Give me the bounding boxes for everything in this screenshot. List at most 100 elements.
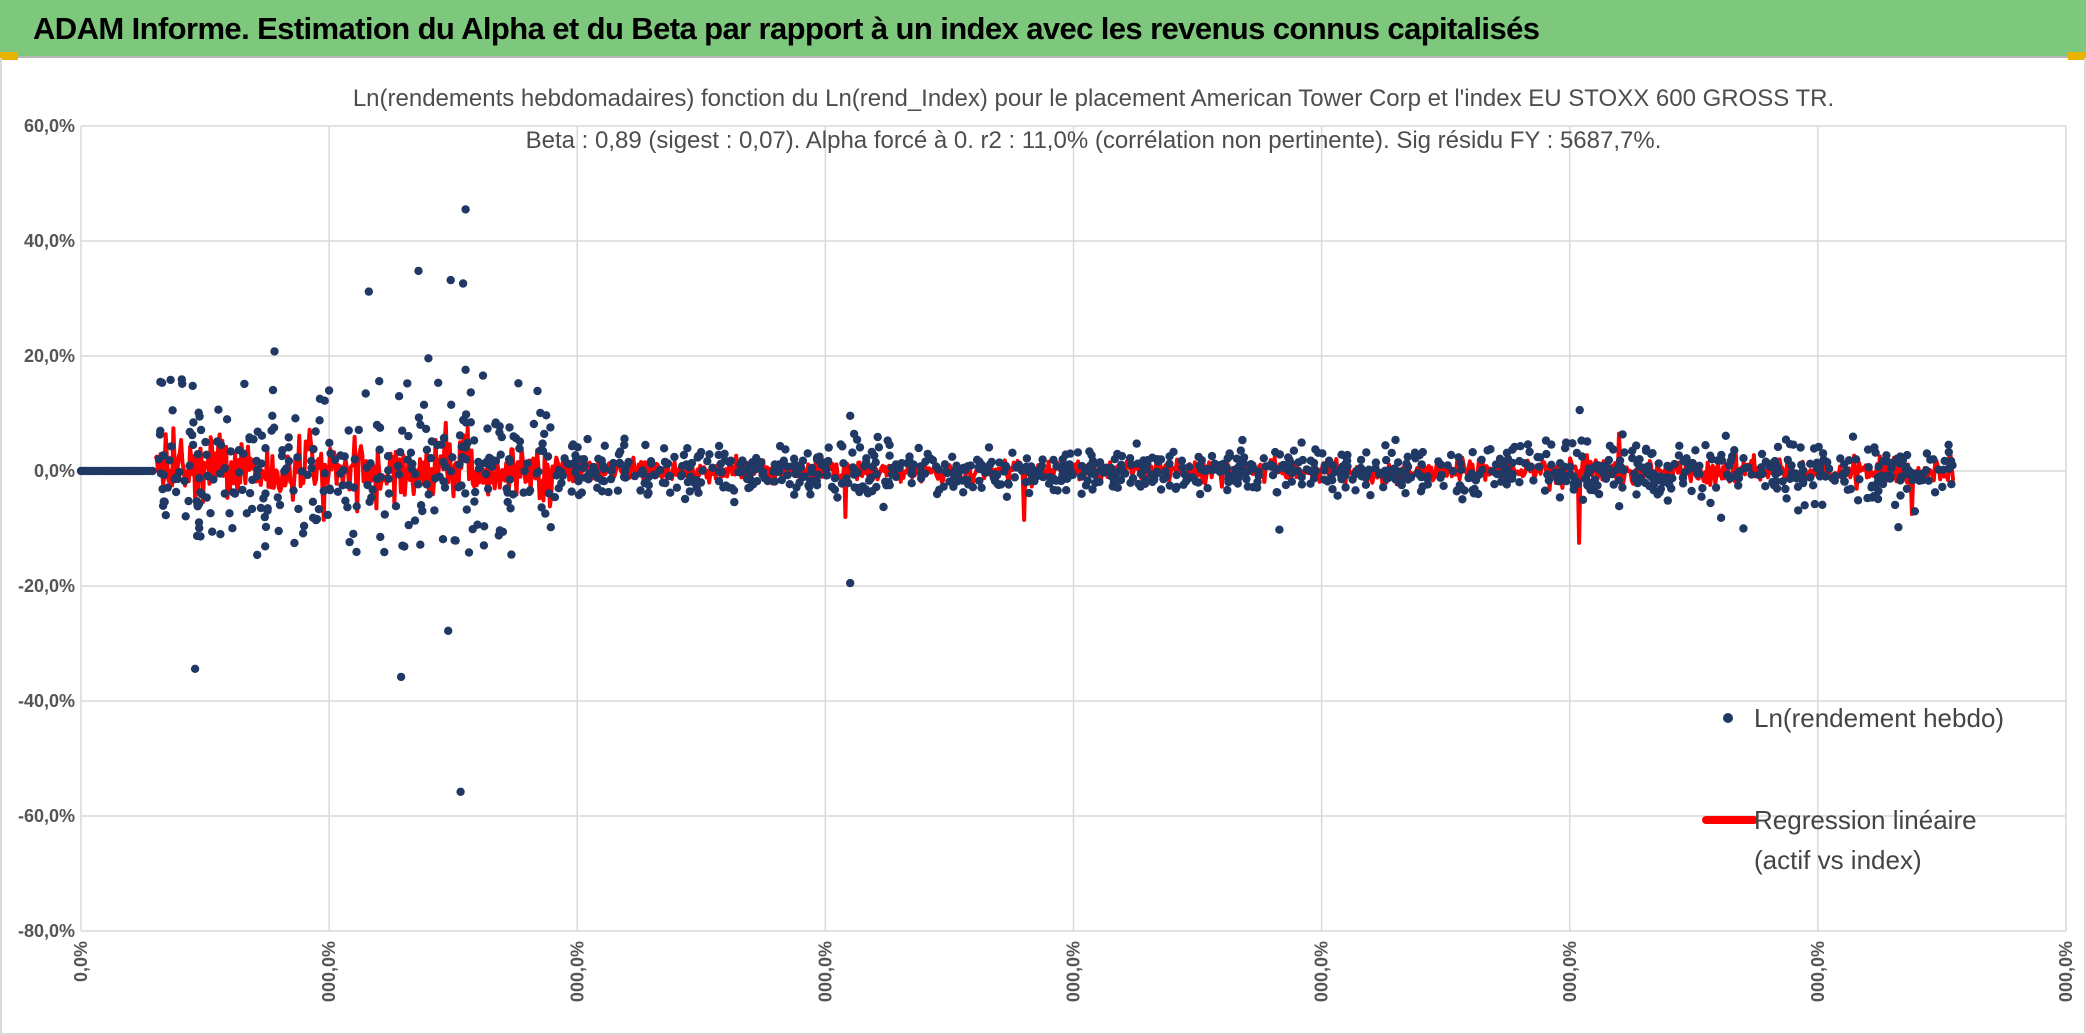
scatter-point bbox=[860, 462, 869, 471]
scatter-point bbox=[1687, 486, 1696, 496]
scatter-point bbox=[1575, 405, 1584, 415]
scatter-point bbox=[705, 450, 714, 459]
scatter-point bbox=[1328, 476, 1337, 485]
scatter-point bbox=[1064, 472, 1073, 481]
scatter-point bbox=[454, 483, 463, 492]
scatter-point bbox=[1839, 469, 1848, 479]
scatter-point bbox=[1243, 467, 1253, 476]
scatter-point bbox=[1647, 473, 1657, 482]
scatter-point bbox=[215, 469, 225, 478]
scatter-point bbox=[165, 456, 174, 465]
scatter-point bbox=[1446, 450, 1456, 460]
scatter-point bbox=[567, 487, 576, 496]
scatter-point bbox=[507, 550, 516, 559]
scatter-point bbox=[763, 476, 772, 486]
scatter-point bbox=[350, 455, 359, 464]
scatter-point bbox=[393, 461, 403, 471]
scatter-point bbox=[615, 458, 624, 467]
scatter-point bbox=[345, 537, 354, 547]
scatter-point bbox=[404, 520, 413, 530]
scatter-point bbox=[1814, 442, 1823, 452]
scatter-point bbox=[1125, 454, 1135, 463]
scatter-point bbox=[253, 550, 262, 560]
scatter-point bbox=[426, 453, 435, 463]
scatter-point bbox=[975, 476, 984, 486]
y-tick-label: 40,0% bbox=[24, 231, 75, 251]
scatter-point bbox=[1008, 448, 1017, 457]
scatter-point bbox=[1356, 455, 1366, 465]
scatter-point bbox=[529, 419, 539, 429]
scatter-point bbox=[469, 436, 479, 445]
scatter-point bbox=[1668, 474, 1677, 483]
scatter-point bbox=[1397, 480, 1407, 490]
scatter-point bbox=[447, 400, 456, 409]
scatter-point bbox=[444, 626, 453, 635]
scatter-point bbox=[196, 425, 206, 435]
scatter-point bbox=[1744, 463, 1753, 472]
scatter-point bbox=[620, 440, 629, 450]
scatter-point bbox=[298, 529, 308, 538]
scatter-point bbox=[1806, 459, 1815, 468]
scatter-point bbox=[1275, 525, 1284, 534]
scatter-point bbox=[1088, 485, 1097, 494]
y-tick-label: -80,0% bbox=[18, 921, 75, 941]
scatter-point bbox=[656, 465, 665, 475]
scatter-point bbox=[414, 480, 423, 489]
y-tick-label: -60,0% bbox=[18, 806, 75, 826]
scatter-point bbox=[1132, 439, 1141, 448]
scatter-point bbox=[1110, 455, 1120, 464]
scatter-point bbox=[1947, 480, 1956, 489]
scatter-point bbox=[383, 452, 393, 461]
scatter-point bbox=[685, 487, 694, 496]
scatter-point bbox=[189, 418, 198, 427]
scatter-point bbox=[375, 377, 384, 386]
scatter-point bbox=[921, 457, 930, 466]
scatter-point bbox=[1022, 454, 1032, 463]
scatter-point bbox=[1128, 474, 1138, 483]
scatter-point bbox=[320, 469, 329, 478]
scatter-point bbox=[1761, 482, 1770, 491]
scatter-point bbox=[470, 497, 479, 506]
scatter-point bbox=[1922, 449, 1932, 458]
scatter-point bbox=[479, 541, 489, 550]
scatter-point bbox=[1561, 475, 1570, 485]
scatter-point bbox=[311, 427, 320, 436]
scatter-point bbox=[717, 467, 727, 477]
scatter-point bbox=[226, 447, 235, 456]
chart-frame: 60,0% 40,0% 20,0% 0,0% -20,0% -40,0% -60,0% -80… bbox=[0, 58, 2086, 1035]
scatter-point bbox=[515, 437, 525, 446]
scatter-point bbox=[1478, 465, 1487, 475]
scatter-point bbox=[599, 464, 608, 473]
scatter-point bbox=[439, 433, 449, 443]
scatter-point bbox=[523, 459, 532, 468]
scatter-point bbox=[1615, 456, 1625, 465]
scatter-point bbox=[172, 472, 182, 482]
scatter-point bbox=[977, 483, 986, 492]
y-tick-label: 0,0% bbox=[34, 461, 75, 481]
scatter-point bbox=[253, 427, 262, 436]
scatter-point bbox=[222, 415, 232, 424]
scatter-point bbox=[299, 521, 309, 531]
scatter-point bbox=[193, 450, 202, 459]
scatter-point bbox=[505, 457, 515, 466]
scatter-point bbox=[240, 379, 249, 389]
scatter-point bbox=[1674, 451, 1684, 460]
scatter-point bbox=[1902, 450, 1912, 460]
scatter-point bbox=[879, 502, 888, 512]
scatter-point bbox=[721, 481, 730, 490]
scatter-point bbox=[887, 470, 897, 479]
scatter-point bbox=[968, 483, 978, 492]
scatter-point bbox=[462, 505, 471, 514]
scatter-point bbox=[661, 478, 670, 488]
scatter-point bbox=[293, 453, 302, 462]
scatter-point bbox=[554, 484, 563, 493]
scatter-point bbox=[1594, 489, 1604, 499]
scatter-point bbox=[208, 527, 217, 536]
scatter-point bbox=[541, 509, 550, 518]
scatter-point bbox=[817, 460, 827, 470]
scatter-point bbox=[466, 388, 475, 397]
scatter-point bbox=[1591, 462, 1600, 471]
scatter-point bbox=[506, 504, 515, 513]
scatter-point bbox=[1796, 443, 1805, 452]
scatter-point bbox=[1049, 455, 1058, 465]
